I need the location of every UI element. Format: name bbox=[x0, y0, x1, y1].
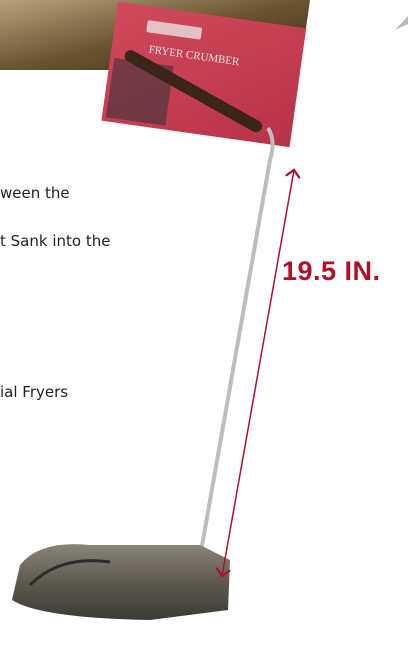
description-text: t Sank into the bbox=[0, 232, 110, 250]
description-text: ween the bbox=[0, 184, 70, 202]
description-text: ial Fryers bbox=[0, 383, 68, 401]
corner-shape bbox=[395, 16, 408, 30]
product-image: FRYER CRUMBER ween the t Sank into the i… bbox=[0, 0, 408, 646]
product-drawing: FRYER CRUMBER bbox=[0, 0, 408, 646]
scoop bbox=[12, 544, 230, 620]
dimension-label: 19.5 IN. bbox=[282, 256, 381, 287]
